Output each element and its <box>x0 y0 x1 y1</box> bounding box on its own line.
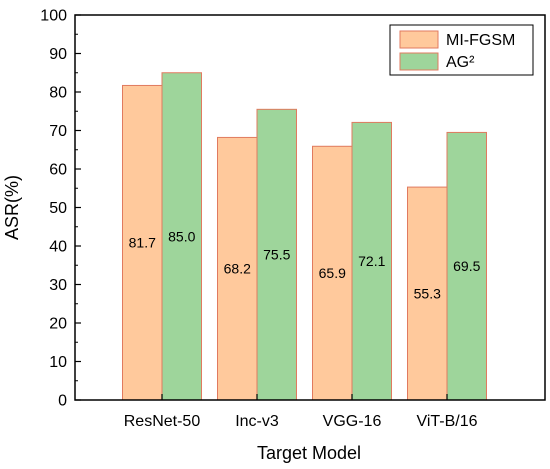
bar-value-label: 81.7 <box>129 235 156 251</box>
y-axis-title: ASR(%) <box>2 175 22 240</box>
y-tick-label: 80 <box>49 85 67 102</box>
bar-ag2 <box>256 108 297 401</box>
bar-value-label: 68.2 <box>224 261 251 277</box>
legend-label: MI-FGSM <box>446 32 515 49</box>
bar-ag2 <box>161 72 202 401</box>
bar-ag2 <box>446 131 487 401</box>
y-tick-label: 90 <box>49 46 67 63</box>
x-tick-label: Inc-v3 <box>235 413 279 430</box>
y-tick-label: 30 <box>49 277 67 294</box>
legend: MI-FGSM AG² <box>389 24 534 76</box>
bar-value-label: 65.9 <box>319 265 346 281</box>
legend-swatch <box>399 30 439 49</box>
legend-swatch <box>399 52 439 71</box>
bar-value-label: 55.3 <box>414 286 441 302</box>
x-tick-label: VGG-16 <box>323 413 382 430</box>
bar-value-label: 72.1 <box>358 253 385 269</box>
y-tick-label: 20 <box>49 316 67 333</box>
y-tick-label: 60 <box>49 162 67 179</box>
y-tick-label: 70 <box>49 123 67 140</box>
y-tick-label: 10 <box>49 354 67 371</box>
bars-layer <box>122 72 487 401</box>
x-tick-label: ViT-B/16 <box>416 413 477 430</box>
bar-ag2 <box>351 121 392 401</box>
y-tick-label: 50 <box>49 200 67 217</box>
y-axis: 0 10 20 30 40 50 60 70 80 90 100 <box>40 8 81 410</box>
x-axis-title: Target Model <box>257 443 361 463</box>
bar-value-label: 69.5 <box>453 258 480 274</box>
x-axis: ResNet-50 Inc-v3 VGG-16 ViT-B/16 <box>124 394 478 430</box>
legend-label: AG² <box>446 54 475 71</box>
bar-value-label: 85.0 <box>168 228 195 244</box>
y-tick-label: 100 <box>40 8 67 25</box>
bar-mi-fgsm <box>217 136 258 401</box>
bar-value-label: 75.5 <box>263 247 290 263</box>
x-tick-label: ResNet-50 <box>124 413 201 430</box>
bar-mi-fgsm <box>122 84 163 401</box>
y-tick-label: 40 <box>49 239 67 256</box>
y-tick-label: 0 <box>58 393 67 410</box>
bar-labels-layer: 81.7 85.0 68.2 75.5 65.9 72.1 55.3 69.5 <box>129 228 481 301</box>
